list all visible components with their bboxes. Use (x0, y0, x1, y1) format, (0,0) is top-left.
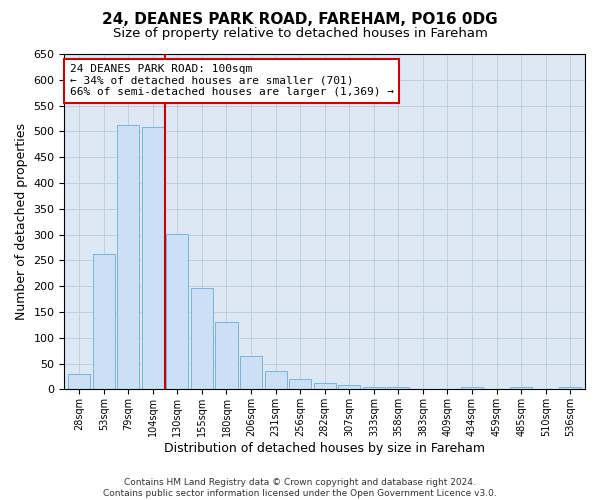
Bar (166, 234, 188, 390)
Text: Contains HM Land Registry data © Crown copyright and database right 2024.
Contai: Contains HM Land Registry data © Crown c… (103, 478, 497, 498)
Bar (363, 387, 385, 390)
Bar (265, 371, 287, 390)
Bar (289, 379, 311, 390)
Bar (338, 385, 361, 390)
Bar (215, 322, 238, 390)
Bar (559, 388, 581, 390)
Bar (191, 288, 213, 390)
Bar (142, 128, 164, 390)
Text: Size of property relative to detached houses in Fareham: Size of property relative to detached ho… (113, 28, 487, 40)
Text: 24 DEANES PARK ROAD: 100sqm
← 34% of detached houses are smaller (701)
66% of se: 24 DEANES PARK ROAD: 100sqm ← 34% of det… (70, 64, 394, 98)
Bar (240, 356, 262, 390)
Bar (510, 387, 532, 390)
Bar (117, 124, 139, 390)
Bar (92, 254, 115, 390)
Bar (314, 382, 336, 390)
Bar (68, 374, 90, 390)
Text: 24, DEANES PARK ROAD, FAREHAM, PO16 0DG: 24, DEANES PARK ROAD, FAREHAM, PO16 0DG (102, 12, 498, 28)
X-axis label: Distribution of detached houses by size in Fareham: Distribution of detached houses by size … (164, 442, 485, 455)
Bar (388, 388, 409, 390)
Bar (461, 387, 483, 390)
Y-axis label: Number of detached properties: Number of detached properties (15, 123, 28, 320)
